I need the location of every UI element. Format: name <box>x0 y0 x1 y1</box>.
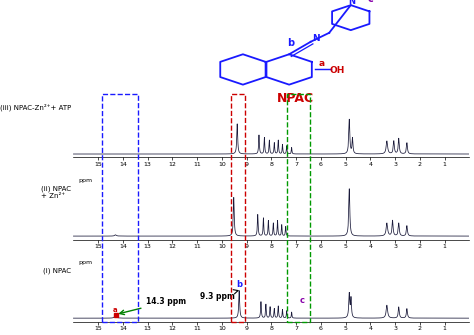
Text: N: N <box>348 0 356 6</box>
Text: a: a <box>319 59 325 68</box>
Text: b: b <box>288 38 295 48</box>
Text: (ii) NPAC
+ Zn²⁺: (ii) NPAC + Zn²⁺ <box>42 186 72 199</box>
Text: a: a <box>113 308 118 314</box>
Text: OH: OH <box>329 66 345 75</box>
Text: N: N <box>312 34 320 43</box>
Text: 9.3 ppm: 9.3 ppm <box>200 290 238 301</box>
Text: b: b <box>236 280 242 289</box>
Text: (iii) NPAC-Zn²⁺+ ATP: (iii) NPAC-Zn²⁺+ ATP <box>0 104 72 111</box>
Text: c: c <box>368 0 374 4</box>
Text: (i) NPAC: (i) NPAC <box>44 267 72 274</box>
Text: ppm: ppm <box>79 260 93 265</box>
Text: ppm: ppm <box>79 178 93 183</box>
Text: c: c <box>300 296 305 305</box>
Text: 14.3 ppm: 14.3 ppm <box>120 297 187 315</box>
Text: NPAC: NPAC <box>277 91 314 105</box>
